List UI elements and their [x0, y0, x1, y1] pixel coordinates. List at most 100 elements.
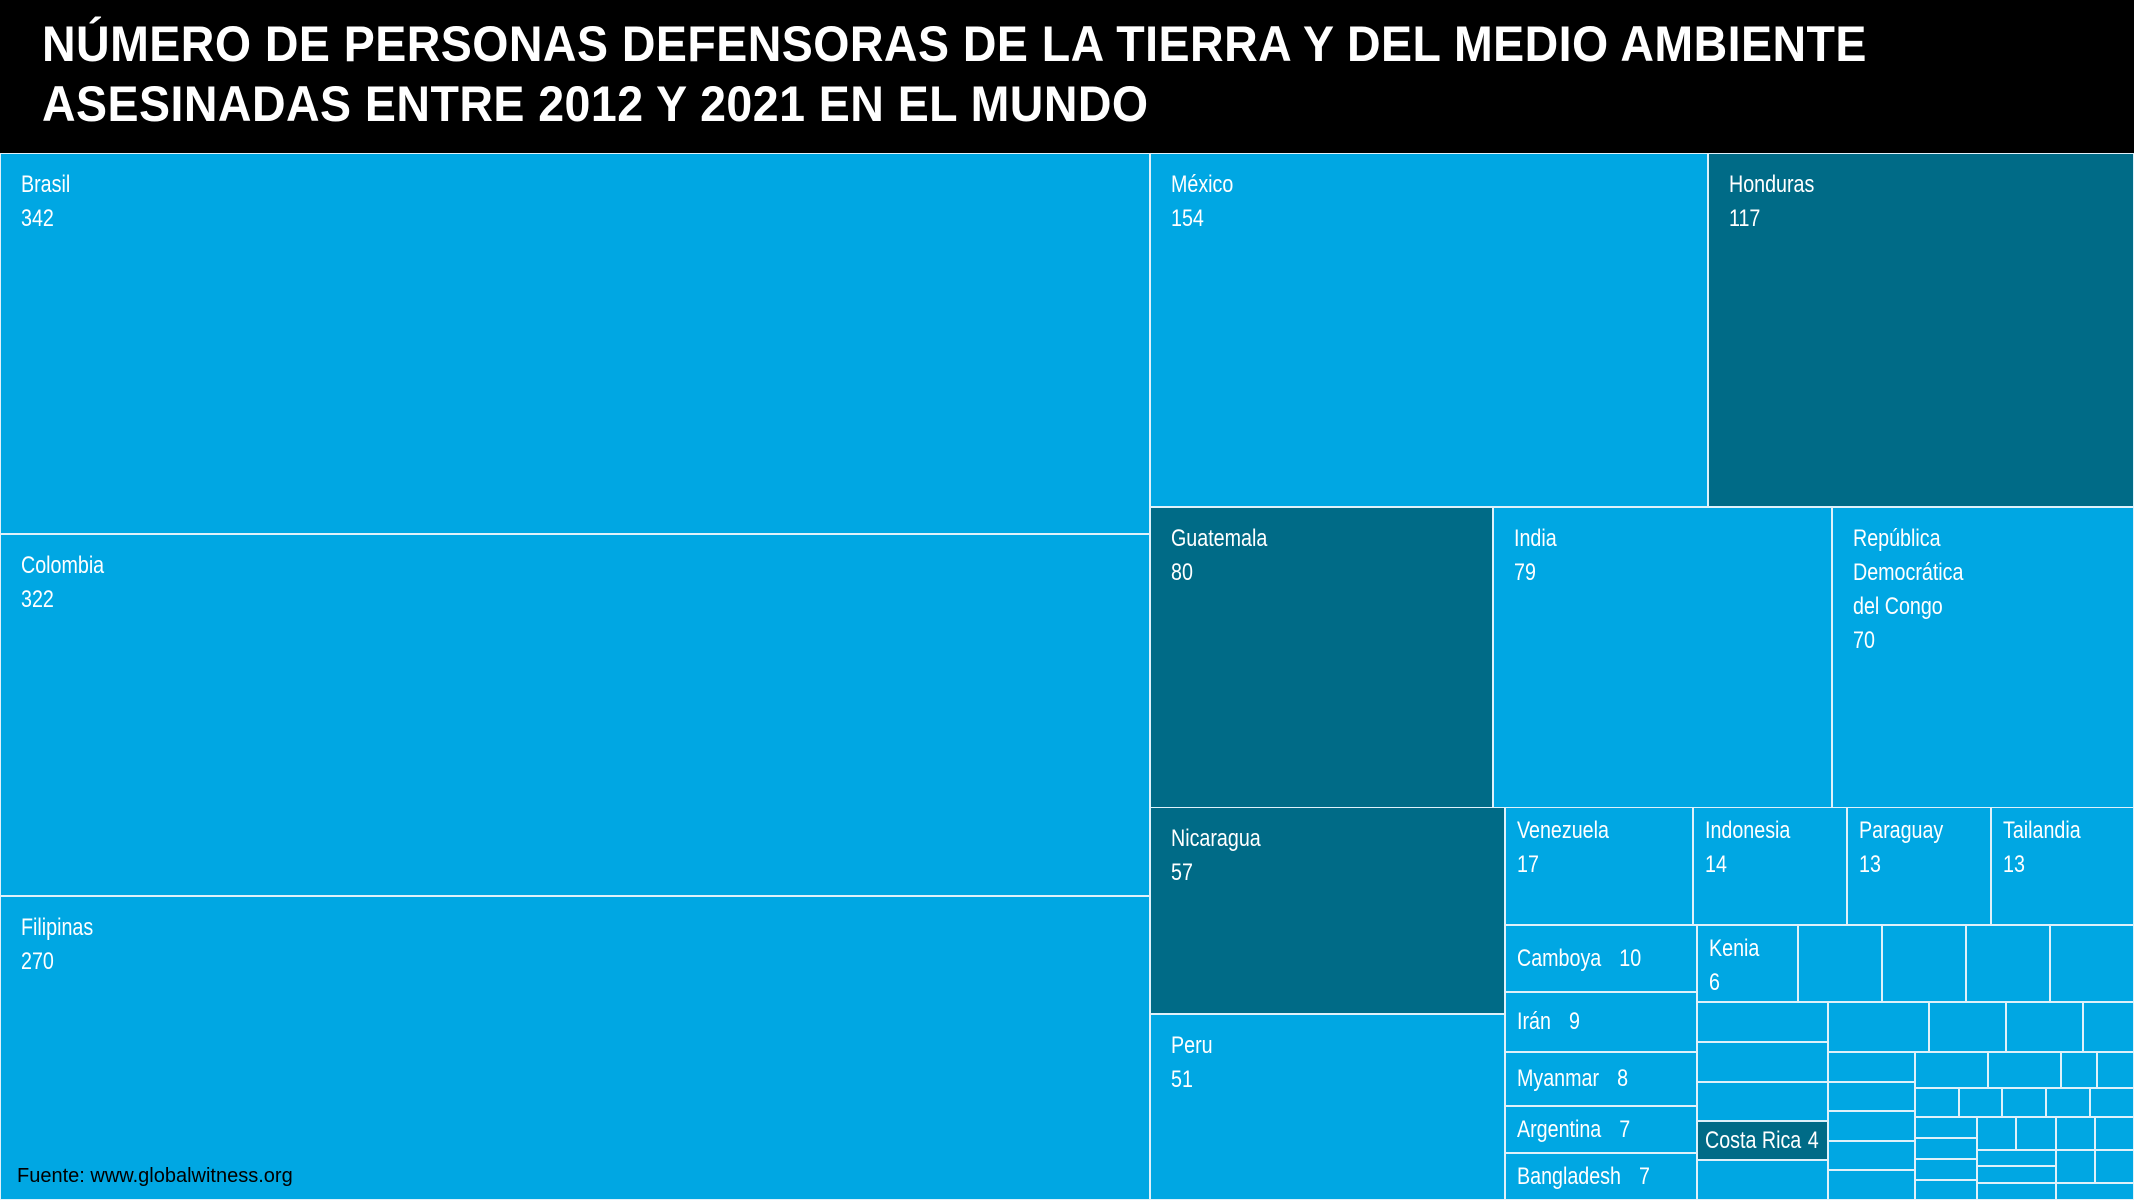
- cell-nicaragua: Nicaragua 57: [1150, 807, 1505, 1014]
- cell-label: Paraguay: [1859, 817, 1944, 844]
- cell-label: Guatemala: [1171, 525, 1268, 552]
- cell-value: 79: [1514, 559, 1536, 586]
- cell-unlabeled: [1697, 1160, 1828, 1200]
- cell-filipinas: Filipinas 270: [0, 896, 1150, 1200]
- cell-value: 51: [1171, 1066, 1193, 1093]
- cell-unlabeled: [2090, 1088, 2134, 1117]
- cell-peru: Peru 51: [1150, 1014, 1505, 1200]
- cell-republica-democratica-del-congo: República Democrática del Congo 70: [1832, 507, 2134, 808]
- cell-unlabeled: [1828, 1002, 1929, 1052]
- cell-label: Tailandia: [2003, 817, 2081, 844]
- cell-value: 7: [1619, 1115, 1631, 1143]
- cell-label: Costa Rica: [1705, 1126, 1802, 1154]
- cell-unlabeled: [1828, 1141, 1915, 1170]
- cell-unlabeled: [1977, 1150, 2056, 1166]
- cell-label: Venezuela: [1517, 817, 1609, 844]
- cell-unlabeled: [2002, 1088, 2046, 1117]
- cell-value: 6: [1709, 969, 1720, 996]
- cell-unlabeled: [1915, 1052, 1988, 1088]
- treemap: Brasil 342 Colombia 322 Filipinas 270 Méxic…: [0, 153, 2134, 1200]
- cell-kenia: Kenia 6: [1697, 925, 1798, 1002]
- cell-value: 10: [1619, 944, 1642, 972]
- cell-unlabeled: [2050, 925, 2134, 1002]
- cell-unlabeled: [1828, 1082, 1915, 1111]
- cell-label: Filipinas: [21, 914, 94, 941]
- cell-guatemala: Guatemala 80: [1150, 507, 1493, 808]
- cell-iran: Irán 9: [1505, 992, 1697, 1052]
- cell-unlabeled: [1966, 925, 2050, 1002]
- cell-unlabeled: [1929, 1002, 2006, 1052]
- cell-unlabeled: [2097, 1052, 2134, 1088]
- cell-label: Brasil: [21, 171, 71, 198]
- cell-venezuela: Venezuela 17: [1505, 807, 1693, 925]
- chart-title-line-1: NÚMERO DE PERSONAS DEFENSORAS DE LA TIER…: [42, 16, 1867, 72]
- cell-label: Honduras: [1729, 171, 1815, 198]
- cell-label: Bangladesh: [1517, 1162, 1621, 1190]
- cell-value: 154: [1171, 205, 1204, 232]
- cell-paraguay: Paraguay 13: [1847, 807, 1991, 925]
- cell-label-line-1: República: [1853, 525, 1941, 552]
- cell-unlabeled: [2046, 1088, 2090, 1117]
- cell-unlabeled: [1882, 925, 1966, 1002]
- cell-mexico: México 154: [1150, 153, 1708, 507]
- cell-unlabeled: [1798, 925, 1882, 1002]
- cell-unlabeled: [1915, 1159, 1977, 1180]
- cell-unlabeled: [1959, 1088, 2002, 1117]
- cell-unlabeled: [2061, 1052, 2097, 1088]
- cell-value: 322: [21, 586, 54, 613]
- cell-value: 70: [1853, 627, 1875, 654]
- cell-indonesia: Indonesia 14: [1693, 807, 1847, 925]
- cell-unlabeled: [2095, 1117, 2134, 1150]
- source-note: Fuente: www.globalwitness.org: [17, 1165, 293, 1187]
- cell-unlabeled: [1697, 1042, 1828, 1082]
- cell-colombia: Colombia 322: [0, 534, 1150, 896]
- chart-title-line-2: ASESINADAS ENTRE 2012 Y 2021 EN EL MUNDO: [42, 76, 1149, 132]
- cell-label-line-2: Democrática: [1853, 559, 1964, 586]
- cell-label: Irán: [1517, 1008, 1551, 1035]
- cell-unlabeled: [1988, 1052, 2061, 1088]
- cell-unlabeled: [2056, 1117, 2095, 1150]
- cell-label: Kenia: [1709, 935, 1760, 962]
- cell-unlabeled: [1915, 1180, 1977, 1200]
- cell-label: Camboya: [1517, 944, 1602, 972]
- cell-unlabeled: [2083, 1002, 2134, 1052]
- cell-unlabeled: [1977, 1183, 2056, 1200]
- cell-unlabeled: [1697, 1002, 1828, 1042]
- chart-title-banner: NÚMERO DE PERSONAS DEFENSORAS DE LA TIER…: [0, 0, 2134, 153]
- cell-costa-rica: Costa Rica 4: [1697, 1121, 1828, 1160]
- cell-value: 270: [21, 948, 54, 975]
- cell-unlabeled: [1977, 1117, 2016, 1150]
- cell-label: India: [1514, 525, 1557, 552]
- cell-unlabeled: [2006, 1002, 2083, 1052]
- cell-label: Colombia: [21, 552, 105, 579]
- cell-unlabeled: [2056, 1183, 2134, 1200]
- cell-unlabeled: [1915, 1088, 1959, 1117]
- cell-unlabeled: [1977, 1166, 2056, 1183]
- cell-unlabeled: [1828, 1052, 1915, 1082]
- cell-label: México: [1171, 171, 1234, 198]
- cell-tailandia: Tailandia 13: [1991, 807, 2134, 925]
- cell-unlabeled: [1828, 1111, 1915, 1141]
- cell-value: 9: [1568, 1008, 1580, 1035]
- cell-unlabeled: [1697, 1082, 1828, 1121]
- cell-label: Indonesia: [1705, 817, 1791, 844]
- cell-value: 13: [2003, 851, 2025, 878]
- cell-unlabeled: [1915, 1138, 1977, 1159]
- cell-label: Myanmar: [1517, 1065, 1600, 1092]
- cell-honduras: Honduras 117: [1708, 153, 2134, 507]
- cell-value: 13: [1859, 851, 1881, 878]
- cell-brasil: Brasil 342: [0, 153, 1150, 534]
- cell-value: 8: [1617, 1065, 1629, 1092]
- cell-value: 80: [1171, 559, 1193, 586]
- cell-value: 117: [1729, 205, 1761, 232]
- cell-value: 342: [21, 205, 54, 232]
- cell-value: 4: [1807, 1126, 1819, 1154]
- cell-myanmar: Myanmar 8: [1505, 1052, 1697, 1106]
- cell-argentina: Argentina 7: [1505, 1106, 1697, 1153]
- cell-unlabeled: [2056, 1150, 2095, 1183]
- cell-label: Nicaragua: [1171, 825, 1261, 852]
- cell-label: Argentina: [1517, 1115, 1602, 1143]
- cell-unlabeled: [2016, 1117, 2056, 1150]
- cell-unlabeled: [2095, 1150, 2134, 1183]
- cell-value: 14: [1705, 851, 1727, 878]
